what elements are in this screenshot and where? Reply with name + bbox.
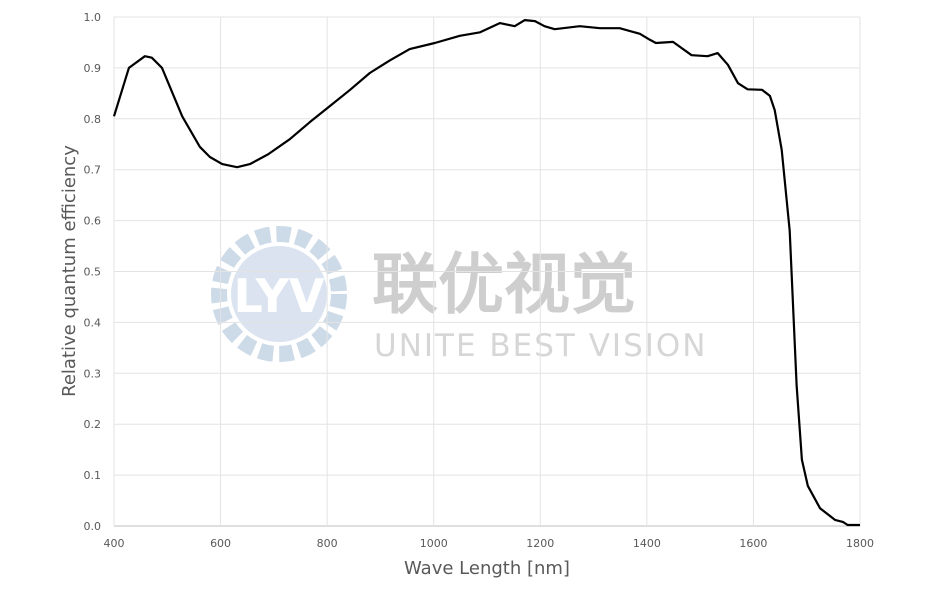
- x-tick-label: 1200: [526, 537, 554, 550]
- x-tick-label: 400: [104, 537, 125, 550]
- x-tick-label: 1400: [633, 537, 661, 550]
- y-axis-title: Relative quantum efficiency: [59, 145, 80, 397]
- y-tick-label: 0.6: [84, 215, 102, 228]
- y-tick-label: 0.3: [84, 367, 102, 380]
- x-tick-labels: 400 600 800 1000 1200 1400 1600 1800: [104, 537, 875, 550]
- y-tick-label: 0.9: [84, 62, 102, 75]
- x-tick-label: 600: [210, 537, 231, 550]
- x-tick-label: 1600: [739, 537, 767, 550]
- y-tick-label: 0.4: [84, 316, 102, 329]
- y-tick-label: 0.0: [84, 520, 102, 533]
- watermark-chinese: 联优视觉: [372, 246, 636, 323]
- y-tick-label: 0.5: [84, 266, 102, 279]
- x-tick-label: 1800: [846, 537, 874, 550]
- y-tick-label: 1.0: [84, 11, 102, 24]
- gear-logo-icon: LYV: [211, 226, 347, 362]
- x-axis-title: Wave Length [nm]: [404, 558, 570, 579]
- watermark-english: UNITE BEST VISION: [374, 328, 707, 364]
- watermark: LYV 联优视觉 UNITE BEST VISION: [211, 226, 707, 364]
- y-tick-label: 0.2: [84, 418, 102, 431]
- y-tick-label: 0.8: [84, 113, 102, 126]
- y-tick-label: 0.1: [84, 469, 102, 482]
- svg-text:LYV: LYV: [233, 269, 324, 323]
- x-tick-label: 800: [317, 537, 338, 550]
- y-tick-labels: 0.0 0.1 0.2 0.3 0.4 0.5 0.6 0.7 0.8 0.9 1.0: [84, 11, 102, 533]
- series-line: [112, 19, 860, 527]
- y-tick-label: 0.7: [84, 164, 102, 177]
- x-tick-label: 1000: [420, 537, 448, 550]
- grid: [113, 16, 861, 527]
